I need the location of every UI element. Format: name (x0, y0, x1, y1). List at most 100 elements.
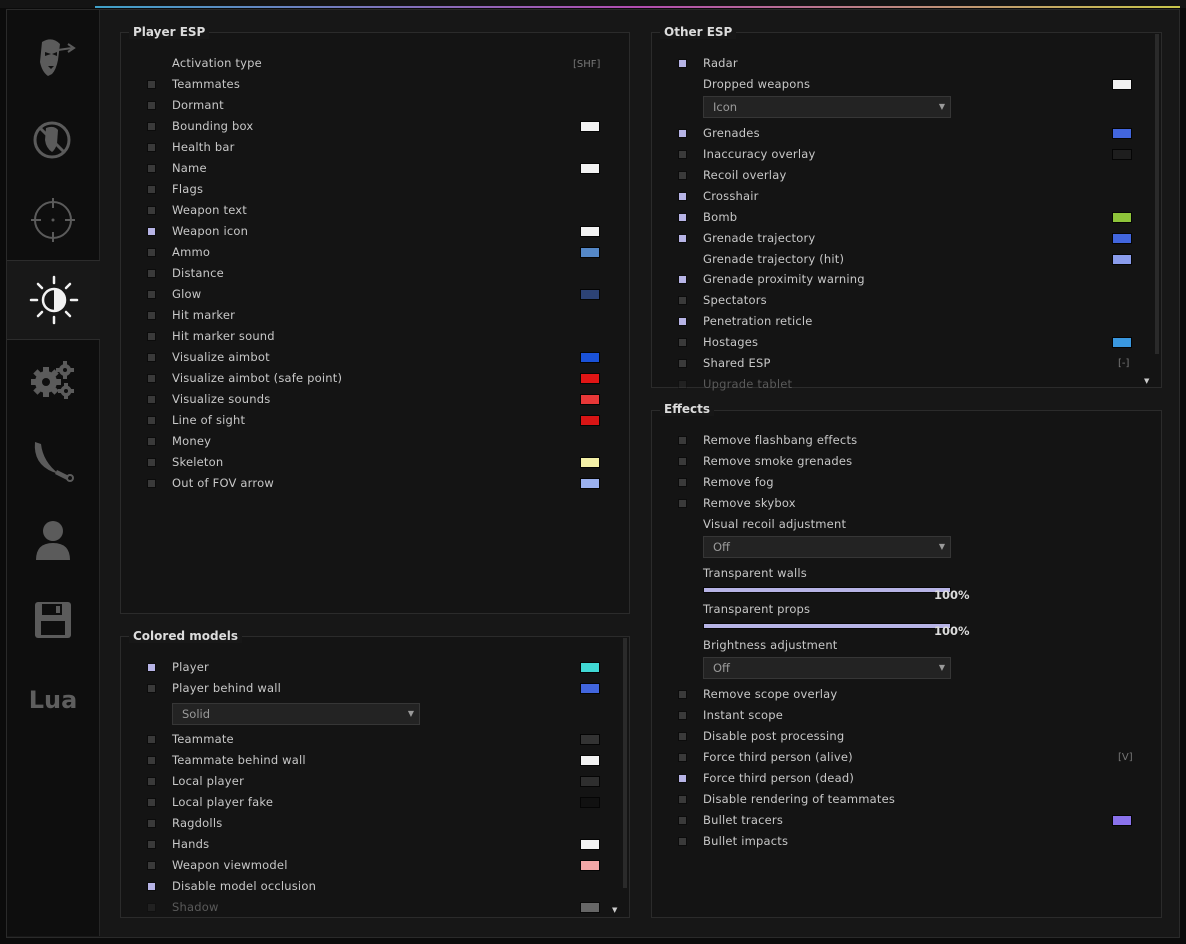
remove-smoke-grenades-checkbox[interactable] (678, 457, 687, 466)
weapon-text-checkbox[interactable] (147, 206, 156, 215)
remove-fog-checkbox[interactable] (678, 478, 687, 487)
dropped-weapons-color-swatch[interactable] (1112, 79, 1132, 90)
tab-visuals[interactable] (7, 260, 100, 340)
shared-esp-hotkey[interactable]: [-] (1118, 358, 1130, 369)
hands-color-swatch[interactable] (580, 839, 600, 850)
tab-players[interactable] (7, 500, 99, 580)
glow-color-swatch[interactable] (580, 289, 600, 300)
grenades-color-swatch[interactable] (1112, 128, 1132, 139)
player-color-swatch[interactable] (580, 662, 600, 673)
remove-flashbang-effects-checkbox[interactable] (678, 436, 687, 445)
local-player-fake-color-swatch[interactable] (580, 797, 600, 808)
material-dropdown[interactable]: Solid ▼ (172, 703, 420, 725)
grenade-trajectory-hit-color-swatch[interactable] (1112, 254, 1132, 265)
tab-skins[interactable] (7, 420, 99, 500)
weapon-icon-checkbox[interactable] (147, 227, 156, 236)
visual-recoil-dropdown[interactable]: Off ▼ (703, 536, 951, 558)
bullet-impacts-checkbox[interactable] (678, 837, 687, 846)
other-esp-scrollbar[interactable] (1155, 34, 1159, 354)
teammate-checkbox[interactable] (147, 735, 156, 744)
player-behind-wall-color-swatch[interactable] (580, 683, 600, 694)
brightness-dropdown[interactable]: Off ▼ (703, 657, 951, 679)
local-player-checkbox[interactable] (147, 777, 156, 786)
flags-checkbox[interactable] (147, 185, 156, 194)
player-checkbox[interactable] (147, 663, 156, 672)
radar-checkbox[interactable] (678, 59, 687, 68)
visualize-sounds-color-swatch[interactable] (580, 394, 600, 405)
hands-checkbox[interactable] (147, 840, 156, 849)
visualize-aimbot-color-swatch[interactable] (580, 352, 600, 363)
ammo-color-swatch[interactable] (580, 247, 600, 258)
recoil-overlay-checkbox[interactable] (678, 171, 687, 180)
tab-rage[interactable] (7, 20, 99, 100)
tab-aim[interactable] (7, 180, 99, 260)
bullet-tracers-color-swatch[interactable] (1112, 815, 1132, 826)
ragdolls-checkbox[interactable] (147, 819, 156, 828)
crosshair-checkbox[interactable] (678, 192, 687, 201)
tab-lua[interactable]: Lua (7, 660, 99, 740)
teammate-behind-wall-color-swatch[interactable] (580, 755, 600, 766)
bomb-color-swatch[interactable] (1112, 212, 1132, 223)
hostages-color-swatch[interactable] (1112, 337, 1132, 348)
disable-model-occlusion-checkbox[interactable] (147, 882, 156, 891)
disable-post-processing-checkbox[interactable] (678, 732, 687, 741)
hit-marker-checkbox[interactable] (147, 311, 156, 320)
local-player-color-swatch[interactable] (580, 776, 600, 787)
grenade-trajectory-color-swatch[interactable] (1112, 233, 1132, 244)
disable-rendering-of-teammates-checkbox[interactable] (678, 795, 687, 804)
out-of-fov-arrow-color-swatch[interactable] (580, 478, 600, 489)
dormant-checkbox[interactable] (147, 101, 156, 110)
money-checkbox[interactable] (147, 437, 156, 446)
force-third-person-dead-checkbox[interactable] (678, 774, 687, 783)
remove-scope-overlay-checkbox[interactable] (678, 690, 687, 699)
inaccuracy-overlay-color-swatch[interactable] (1112, 149, 1132, 160)
glow-checkbox[interactable] (147, 290, 156, 299)
tab-config[interactable] (7, 580, 99, 660)
hit-marker-sound-checkbox[interactable] (147, 332, 156, 341)
shadow-checkbox[interactable] (147, 903, 156, 912)
activation-key[interactable]: [SHF] (573, 59, 601, 70)
skeleton-checkbox[interactable] (147, 458, 156, 467)
distance-checkbox[interactable] (147, 269, 156, 278)
ammo-checkbox[interactable] (147, 248, 156, 257)
name-checkbox[interactable] (147, 164, 156, 173)
bounding-box-checkbox[interactable] (147, 122, 156, 131)
penetration-reticle-checkbox[interactable] (678, 317, 687, 326)
bounding-box-color-swatch[interactable] (580, 121, 600, 132)
teammate-behind-wall-checkbox[interactable] (147, 756, 156, 765)
visualize-sounds-checkbox[interactable] (147, 395, 156, 404)
remove-skybox-checkbox[interactable] (678, 499, 687, 508)
force-third-person-alive-hotkey[interactable]: [V] (1118, 752, 1133, 763)
scroll-down-icon[interactable]: ▼ (1144, 377, 1150, 385)
instant-scope-checkbox[interactable] (678, 711, 687, 720)
name-color-swatch[interactable] (580, 163, 600, 174)
line-of-sight-color-swatch[interactable] (580, 415, 600, 426)
teammates-checkbox[interactable] (147, 80, 156, 89)
skeleton-color-swatch[interactable] (580, 457, 600, 468)
tab-misc[interactable] (7, 340, 99, 420)
hostages-checkbox[interactable] (678, 338, 687, 347)
weapon-icon-color-swatch[interactable] (580, 226, 600, 237)
local-player-fake-checkbox[interactable] (147, 798, 156, 807)
grenade-trajectory-checkbox[interactable] (678, 234, 687, 243)
out-of-fov-arrow-checkbox[interactable] (147, 479, 156, 488)
colored-models-scrollbar[interactable] (623, 638, 627, 888)
weapon-viewmodel-color-swatch[interactable] (580, 860, 600, 871)
visualize-aimbot-safe-point-checkbox[interactable] (147, 374, 156, 383)
line-of-sight-checkbox[interactable] (147, 416, 156, 425)
inaccuracy-overlay-checkbox[interactable] (678, 150, 687, 159)
visualize-aimbot-checkbox[interactable] (147, 353, 156, 362)
tab-legit[interactable] (7, 100, 99, 180)
grenades-checkbox[interactable] (678, 129, 687, 138)
weapon-viewmodel-checkbox[interactable] (147, 861, 156, 870)
bomb-checkbox[interactable] (678, 213, 687, 222)
force-third-person-alive-checkbox[interactable] (678, 753, 687, 762)
health-bar-checkbox[interactable] (147, 143, 156, 152)
teammate-color-swatch[interactable] (580, 734, 600, 745)
transparent-props-slider[interactable] (703, 623, 951, 629)
transparent-walls-slider[interactable] (703, 587, 951, 593)
upgrade-tablet-checkbox[interactable] (678, 380, 687, 389)
scroll-down-icon[interactable]: ▼ (612, 906, 618, 914)
visualize-aimbot-safe-point-color-swatch[interactable] (580, 373, 600, 384)
spectators-checkbox[interactable] (678, 296, 687, 305)
